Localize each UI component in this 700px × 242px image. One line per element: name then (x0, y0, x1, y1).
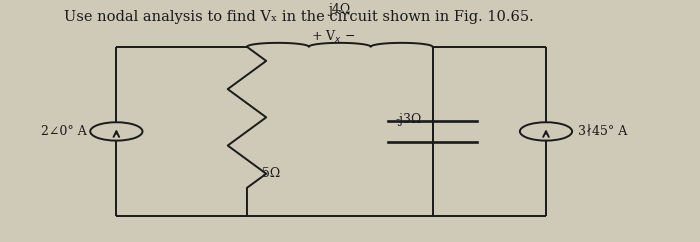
Text: 2∠0° A: 2∠0° A (41, 125, 87, 138)
Text: Use nodal analysis to find Vₓ in the circuit shown in Fig. 10.65.: Use nodal analysis to find Vₓ in the cir… (64, 10, 533, 24)
Text: 3∤45° A: 3∤45° A (578, 125, 627, 138)
Text: -j3Ω: -j3Ω (396, 113, 422, 126)
Text: 5Ω: 5Ω (262, 167, 280, 180)
Text: + V$_x$ −: + V$_x$ − (311, 28, 355, 45)
Text: j4Ω: j4Ω (328, 3, 351, 16)
